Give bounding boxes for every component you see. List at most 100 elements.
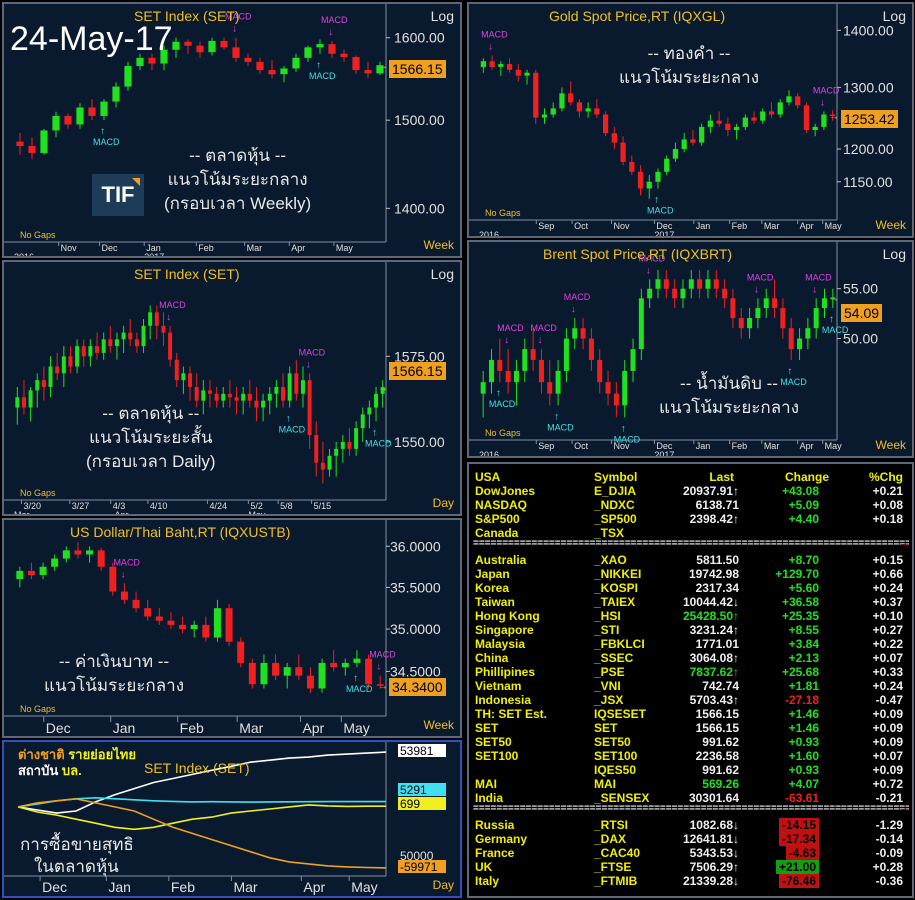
candle-body — [354, 428, 359, 449]
table-row[interactable]: UK _FTSE 7506.29↑ +21.00 +0.28 — [469, 860, 909, 874]
candle-body — [214, 393, 219, 401]
change-value: -4.63 — [785, 846, 819, 860]
market-symbol: _STI — [594, 623, 620, 637]
table-row[interactable]: Taiwan _TAIEX 10044.42↓ +36.58 +0.37 — [469, 595, 909, 609]
last-value: 2236.58 — [695, 749, 739, 763]
candle-body — [550, 108, 556, 115]
table-row[interactable]: Japan _NIKKEI 19742.98 +129.70 +0.66 — [469, 567, 909, 581]
candle-body — [51, 558, 59, 567]
table-row[interactable]: China _SSEC 3064.08↑ +2.13 +0.07 — [469, 651, 909, 665]
table-row[interactable]: France _CAC40 5343.53↓ -4.63 -0.09 — [469, 846, 909, 860]
x-tick-label: Dec — [656, 221, 673, 231]
macd-sell-label: MACD — [497, 323, 524, 333]
table-row[interactable]: IQES50 991.62 +0.93 +0.09 — [469, 763, 909, 777]
table-row[interactable]: Germany _DAX 12641.81↓ -17.34 -0.14 — [469, 832, 909, 846]
market-name: SET50 — [475, 735, 512, 749]
table-row[interactable]: Singapore _STI 3231.24↑ +8.55 +0.27 — [469, 623, 909, 637]
candle-body — [647, 288, 653, 299]
pct-change: +0.24 — [872, 581, 903, 595]
table-row[interactable]: Hong Kong _HSI 25428.50↑ +25.35 +0.10 — [469, 609, 909, 623]
table-row[interactable]: Russia _RTSI 1082.68↓ -14.15 -1.29 — [469, 818, 909, 832]
x-tick-label: Apr — [302, 720, 324, 736]
table-row[interactable]: Phillipines _PSE 7837.62↑ +25.68 +0.33 — [469, 665, 909, 679]
candle-body — [629, 161, 635, 172]
market-symbol: _FBKLCI — [594, 637, 645, 651]
candle-body — [524, 72, 530, 76]
candle-body — [88, 107, 96, 116]
last-value: 7506.29↑ — [689, 860, 739, 874]
candle-body — [380, 386, 385, 394]
candle-body — [515, 69, 521, 76]
candle-body — [522, 349, 528, 371]
candle-body — [821, 114, 827, 127]
candle-body — [812, 126, 818, 130]
market-name: Malaysia — [475, 637, 526, 651]
x-period-label: Mar — [14, 510, 30, 516]
x-tick-label: Jan — [696, 221, 711, 231]
x-tick-label: 5/15 — [314, 501, 332, 511]
table-row[interactable]: SET SET 1566.15 +1.46 +0.09 — [469, 721, 909, 735]
table-row[interactable]: S&P500 _SP500 2398.42↑ +4.40 +0.18 — [469, 512, 909, 526]
brent-panel: 55.00 50.00 → MACD ↓ MACD ↓ MACD ↓ MACD ↓ MACD ↓ MACD… — [467, 240, 914, 458]
candle-body — [572, 328, 578, 339]
candle-body — [530, 349, 536, 360]
pct-change: +0.10 — [872, 609, 903, 623]
change-value: +0.93 — [788, 763, 819, 777]
table-row[interactable]: SET50 SET50 991.62 +0.93 +0.09 — [469, 735, 909, 749]
candle-body — [488, 359, 494, 383]
market-symbol: IQES50 — [594, 763, 637, 777]
change-value: +1.81 — [788, 679, 819, 693]
annotation-line: -- ตลาดหุ้น -- — [102, 404, 200, 423]
table-row[interactable]: Vietnam _VNI 742.74 +1.81 +0.24 — [469, 679, 909, 693]
period-label: Week — [423, 238, 454, 252]
table-row[interactable]: India _SENSEX 30301.64 -63.61 -0.21 — [469, 791, 909, 805]
table-row[interactable]: Korea _KOSPI 2317.34 +5.60 +0.24 — [469, 581, 909, 595]
candle-body — [795, 96, 801, 106]
table-row[interactable]: Indonesia _JSX 5703.43↑ -27.18 -0.47 — [469, 693, 909, 707]
candle-body — [132, 599, 140, 609]
last-value: 21339.28↓ — [682, 874, 739, 888]
candle-body — [655, 279, 661, 289]
x-period-label: May — [248, 510, 266, 516]
candle-body — [555, 370, 561, 394]
market-symbol: _VNI — [594, 679, 621, 693]
x-period-label: 2017 — [654, 450, 674, 458]
candle-body — [160, 49, 168, 64]
x-tick-label: May — [343, 720, 369, 736]
table-row[interactable]: DowJones E_DJIA 20937.91↑ +43.08 +0.21 — [469, 484, 909, 498]
macd-sell-arrow: ↓ — [571, 304, 576, 315]
candle-body — [15, 397, 20, 408]
table-row[interactable]: SET100 SET100 2236.58 +1.60 +0.07 — [469, 749, 909, 763]
table-row[interactable]: MAI MAI 569.26 +4.07 +0.72 — [469, 777, 909, 791]
macd-sell-label: MACD — [530, 323, 557, 333]
table-row[interactable]: Italy _FTMIB 21339.28↓ -76.46 -0.36 — [469, 874, 909, 888]
candle-body — [172, 41, 180, 50]
candle-body — [786, 96, 792, 103]
macd-sell-arrow: ↓ — [376, 662, 381, 673]
table-row[interactable]: Australia _XAO 5811.50 +8.70 +0.15 — [469, 553, 909, 567]
market-symbol: _JSX — [594, 693, 624, 707]
value-label: 5291 — [400, 783, 427, 797]
candle-body — [27, 570, 35, 576]
x-tick-label: 3/27 — [72, 501, 90, 511]
candle-body — [260, 662, 268, 685]
last-price-arrow: → — [378, 61, 388, 72]
macd-buy-arrow: ↑ — [829, 314, 834, 325]
column-header: %Chg — [869, 470, 903, 484]
table-row[interactable]: Malaysia _FBKLCI 1771.01 +3.84 +0.22 — [469, 637, 909, 651]
table-row[interactable]: NASDAQ _NDXC 6138.71 +5.09 +0.08 — [469, 498, 909, 512]
pct-change: +0.24 — [872, 679, 903, 693]
candle-body — [74, 550, 82, 555]
last-value: 991.62 — [702, 763, 739, 777]
table-row[interactable]: Canada _TSX — [469, 526, 909, 540]
market-symbol: _NDXC — [594, 498, 635, 512]
no-gaps-label: No Gaps — [20, 704, 56, 714]
table-row[interactable]: TH: SET Est. IQSESET 1566.15 +1.46 +0.09 — [469, 707, 909, 721]
candle-body — [330, 662, 338, 668]
candle-body — [611, 133, 617, 143]
candle-body — [680, 288, 686, 299]
macd-sell-label: MACD — [321, 15, 348, 25]
chart-annotation: -- ตลาดหุ้น -- แนวโน้มระยะกลาง (กรอบเวลา… — [164, 144, 311, 216]
market-name: S&P500 — [475, 512, 520, 526]
change-value: +25.68 — [781, 665, 819, 679]
